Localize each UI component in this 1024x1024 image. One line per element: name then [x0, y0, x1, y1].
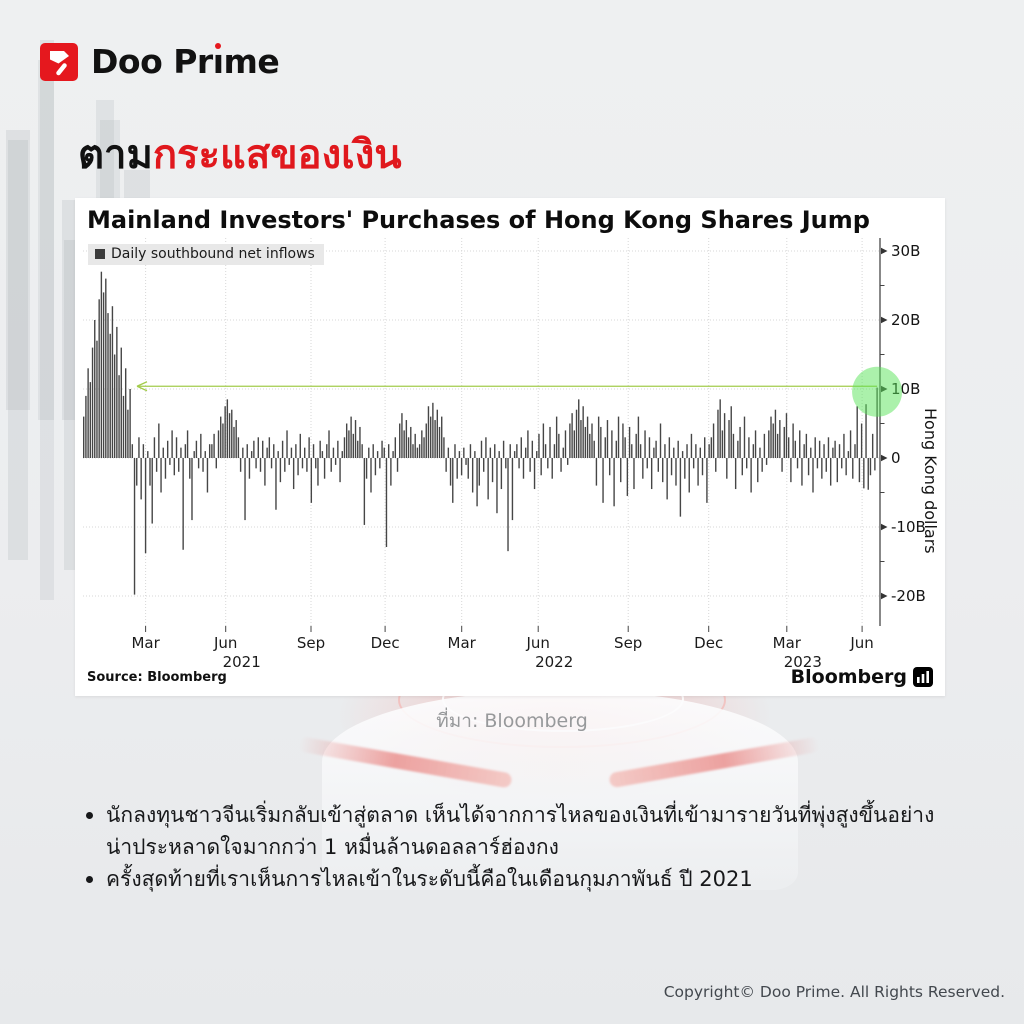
- podium-red-arc-left: [298, 736, 513, 789]
- bloomberg-wordmark: Bloomberg: [790, 666, 907, 688]
- chart-source: Source: Bloomberg: [87, 669, 227, 685]
- doo-prime-logo: Doo Prıme: [40, 42, 280, 81]
- page-title-black: ตาม: [78, 132, 153, 178]
- svg-text:Dec: Dec: [371, 634, 400, 652]
- podium-red-arc-right: [608, 736, 820, 789]
- chart-footer: Source: Bloomberg Bloomberg: [87, 666, 933, 688]
- page-title-red: กระแสของเงิน: [152, 132, 402, 178]
- bloomberg-credit: Bloomberg: [791, 666, 933, 688]
- page-title: ตามกระแสของเงิน: [78, 122, 402, 186]
- svg-text:Mar: Mar: [773, 634, 802, 652]
- svg-text:2023: 2023: [784, 653, 822, 670]
- bullet-text: ครั้งสุดท้ายที่เราเห็นการไหลเข้าในระดับน…: [106, 866, 753, 891]
- svg-text:-20B: -20B: [891, 587, 926, 605]
- svg-text:Sep: Sep: [297, 634, 325, 652]
- svg-text:Jun: Jun: [525, 634, 549, 652]
- svg-text:-10B: -10B: [891, 518, 926, 536]
- doo-prime-wordmark: Doo Prıme: [91, 42, 280, 81]
- svg-text:Sep: Sep: [614, 634, 642, 652]
- chart-card: Mar Jun 2021 Sep Dec Mar Jun 2022 Sep Dec Mar 2023 J…: [75, 198, 945, 696]
- chart-legend: Daily southbound net inflows: [88, 244, 324, 265]
- bullet-dot: [86, 875, 93, 883]
- legend-swatch: [95, 249, 105, 259]
- svg-text:0: 0: [891, 449, 901, 467]
- svg-text:Jun: Jun: [213, 634, 237, 652]
- summary-bullets: นักลงทุนชาวจีนเริ่มกลับเข้าสู่ตลาด เห็นไ…: [86, 800, 942, 896]
- bullet-item: ครั้งสุดท้ายที่เราเห็นการไหลเข้าในระดับน…: [86, 864, 942, 896]
- svg-text:Dec: Dec: [694, 634, 723, 652]
- chart-caption: ที่มา: Bloomberg: [436, 710, 588, 732]
- doo-prime-logo-icon: [40, 42, 78, 81]
- bullet-item: นักลงทุนชาวจีนเริ่มกลับเข้าสู่ตลาด เห็นไ…: [86, 800, 942, 864]
- bullet-dot: [86, 812, 93, 819]
- bloomberg-logo-icon: [913, 667, 933, 687]
- svg-text:30B: 30B: [891, 242, 920, 260]
- svg-text:20B: 20B: [891, 311, 920, 329]
- y-axis-title: Hong Kong dollars: [921, 408, 940, 554]
- svg-text:Jun: Jun: [849, 634, 873, 652]
- copyright-text: Copyright© Doo Prime. All Rights Reserve…: [663, 983, 1005, 1001]
- legend-label: Daily southbound net inflows: [111, 246, 315, 262]
- svg-text:2021: 2021: [223, 653, 261, 670]
- svg-text:2022: 2022: [535, 653, 573, 670]
- svg-text:Mar: Mar: [131, 634, 160, 652]
- svg-text:Mar: Mar: [448, 634, 477, 652]
- chart-title: Mainland Investors' Purchases of Hong Ko…: [87, 206, 870, 234]
- bullet-text: นักลงทุนชาวจีนเริ่มกลับเข้าสู่ตลาด เห็นไ…: [106, 803, 935, 859]
